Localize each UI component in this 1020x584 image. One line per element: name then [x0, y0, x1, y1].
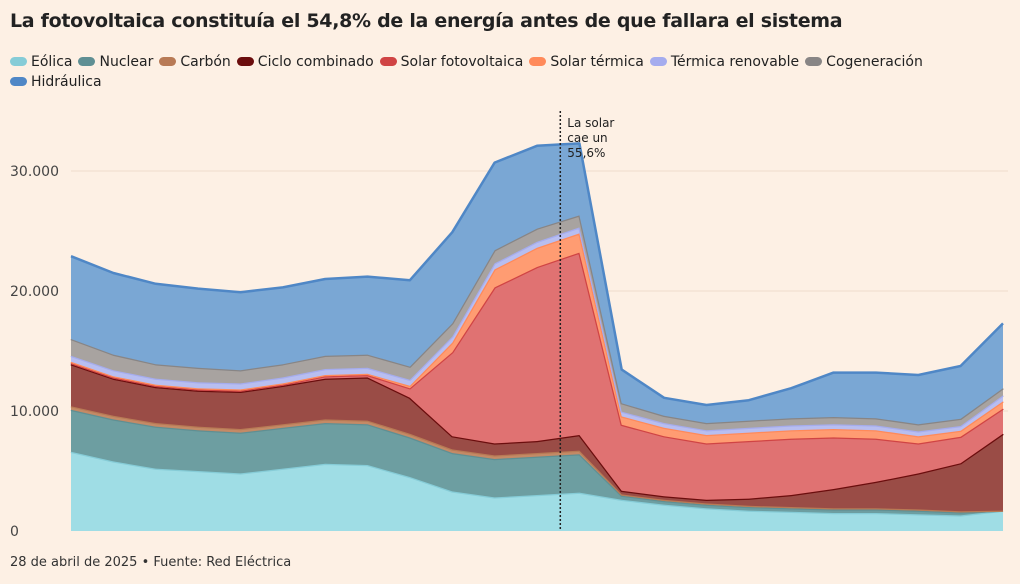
legend-swatch — [10, 76, 27, 86]
legend-label: Hidráulica — [31, 74, 102, 90]
area-ciclo-combinado — [71, 364, 1003, 512]
area-hidr-ulica — [71, 143, 1003, 425]
legend-swatch — [529, 56, 547, 66]
legend-label: Térmica renovable — [670, 54, 800, 70]
legend: Eólica Nuclear Carbón Ciclo combinado Solar … — [10, 52, 1010, 92]
annotation-text: cae un — [567, 131, 607, 145]
y-tick-label: 30.000 — [10, 164, 59, 180]
chart-title: La fotovoltaica constituía el 54,8% de l… — [10, 10, 843, 32]
annotation-text: La solar — [567, 116, 614, 130]
legend-item: Térmica renovable — [649, 52, 800, 72]
area-nuclear — [71, 409, 1003, 516]
legend-swatch — [805, 56, 823, 66]
legend-label: Cogeneración — [826, 54, 923, 70]
y-tick-label: 10.000 — [10, 404, 59, 420]
legend-label: Solar térmica — [550, 54, 644, 70]
legend-item: Carbón — [159, 52, 231, 72]
legend-item: Hidráulica — [10, 72, 102, 92]
area-solar-fotovoltaica — [71, 252, 1003, 500]
legend-item: Eólica — [10, 52, 72, 72]
y-tick-label: 0 — [10, 524, 19, 540]
legend-label: Solar fotovoltaica — [400, 54, 524, 70]
legend-label: Nuclear — [99, 54, 154, 70]
legend-swatch — [379, 56, 397, 66]
legend-swatch — [78, 56, 96, 66]
legend-label: Ciclo combinado — [257, 54, 374, 70]
legend-item: Solar fotovoltaica — [379, 52, 524, 72]
annotation-text: 55,6% — [567, 146, 605, 160]
legend-item: Ciclo combinado — [236, 52, 374, 72]
legend-swatch — [649, 56, 667, 66]
legend-swatch — [10, 56, 27, 66]
legend-swatch — [159, 56, 177, 66]
legend-item: Solar térmica — [529, 52, 644, 72]
series-line — [70, 142, 1004, 407]
legend-swatch — [236, 56, 254, 66]
legend-item: Nuclear — [78, 52, 153, 72]
legend-label: Eólica — [31, 54, 73, 70]
legend-label: Carbón — [180, 54, 231, 70]
legend-item: Cogeneración — [805, 52, 923, 72]
source-note: 28 de abril de 2025 • Fuente: Red Eléctr… — [10, 555, 292, 570]
y-tick-label: 20.000 — [10, 284, 59, 300]
